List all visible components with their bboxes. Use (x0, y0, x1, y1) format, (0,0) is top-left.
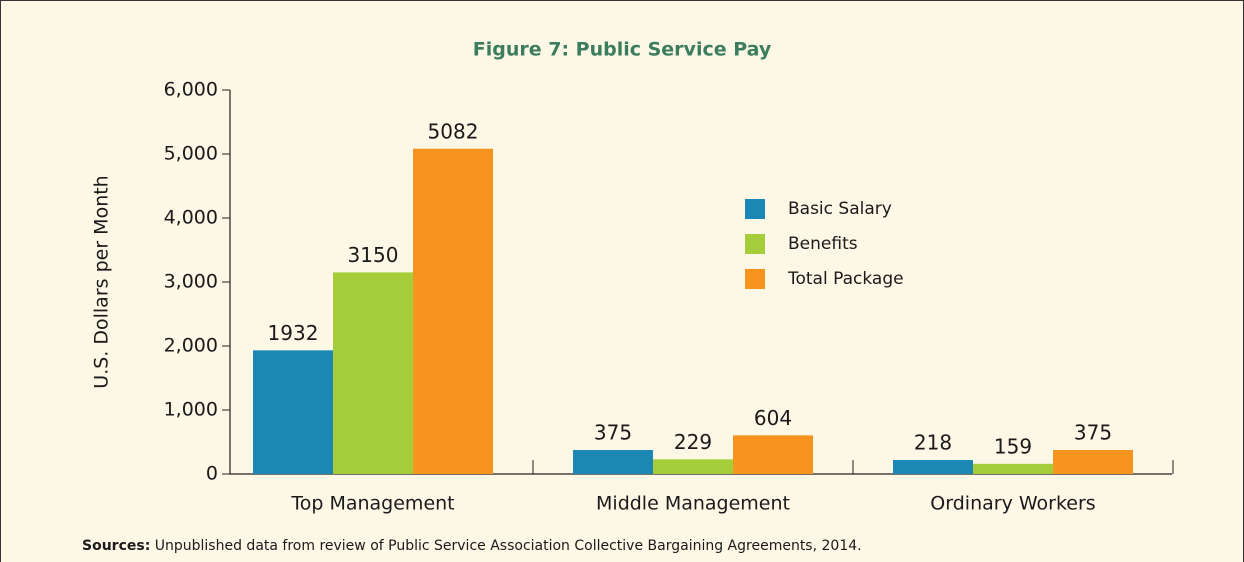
legend-label: Basic Salary (788, 199, 892, 219)
legend-swatch (745, 199, 765, 219)
source-label: Sources: (82, 538, 150, 554)
bar-value-label: 604 (754, 406, 792, 430)
bar (573, 450, 653, 474)
x-tick-label: Top Management (290, 493, 454, 515)
bar (413, 148, 493, 474)
y-tick-label: 5,000 (164, 143, 218, 165)
bar-value-label: 1932 (268, 321, 319, 345)
bar (733, 435, 813, 474)
y-tick-label: 6,000 (164, 79, 218, 101)
legend-swatch (745, 234, 765, 254)
bar-value-label: 218 (914, 431, 952, 455)
x-tick-label: Ordinary Workers (930, 493, 1095, 515)
bar-value-label: 375 (594, 421, 632, 445)
bar-value-label: 5082 (428, 119, 479, 143)
x-tick-label: Middle Management (596, 493, 790, 515)
bar (893, 460, 973, 474)
source: Sources: Unpublished data from review of… (82, 538, 862, 554)
bar (333, 272, 413, 474)
y-tick-label: 0 (206, 463, 218, 485)
y-tick-label: 2,000 (164, 335, 218, 357)
y-tick-label: 4,000 (164, 207, 218, 229)
bar-value-label: 3150 (348, 243, 399, 267)
bar (973, 463, 1053, 474)
bar-value-label: 159 (994, 434, 1032, 458)
chart-title: Figure 7: Public Service Pay (473, 39, 772, 61)
y-axis-label: U.S. Dollars per Month (91, 175, 113, 388)
y-tick-label: 3,000 (164, 271, 218, 293)
legend-label: Benefits (788, 234, 858, 254)
bar-value-label: 375 (1074, 421, 1112, 445)
bar (1053, 450, 1133, 474)
legend-swatch (745, 269, 765, 289)
source-text: Unpublished data from review of Public S… (155, 538, 862, 554)
bar-value-label: 229 (674, 430, 712, 454)
y-tick-label: 1,000 (164, 399, 218, 421)
bar (653, 459, 733, 474)
bar (253, 350, 333, 474)
legend-label: Total Package (787, 269, 904, 289)
